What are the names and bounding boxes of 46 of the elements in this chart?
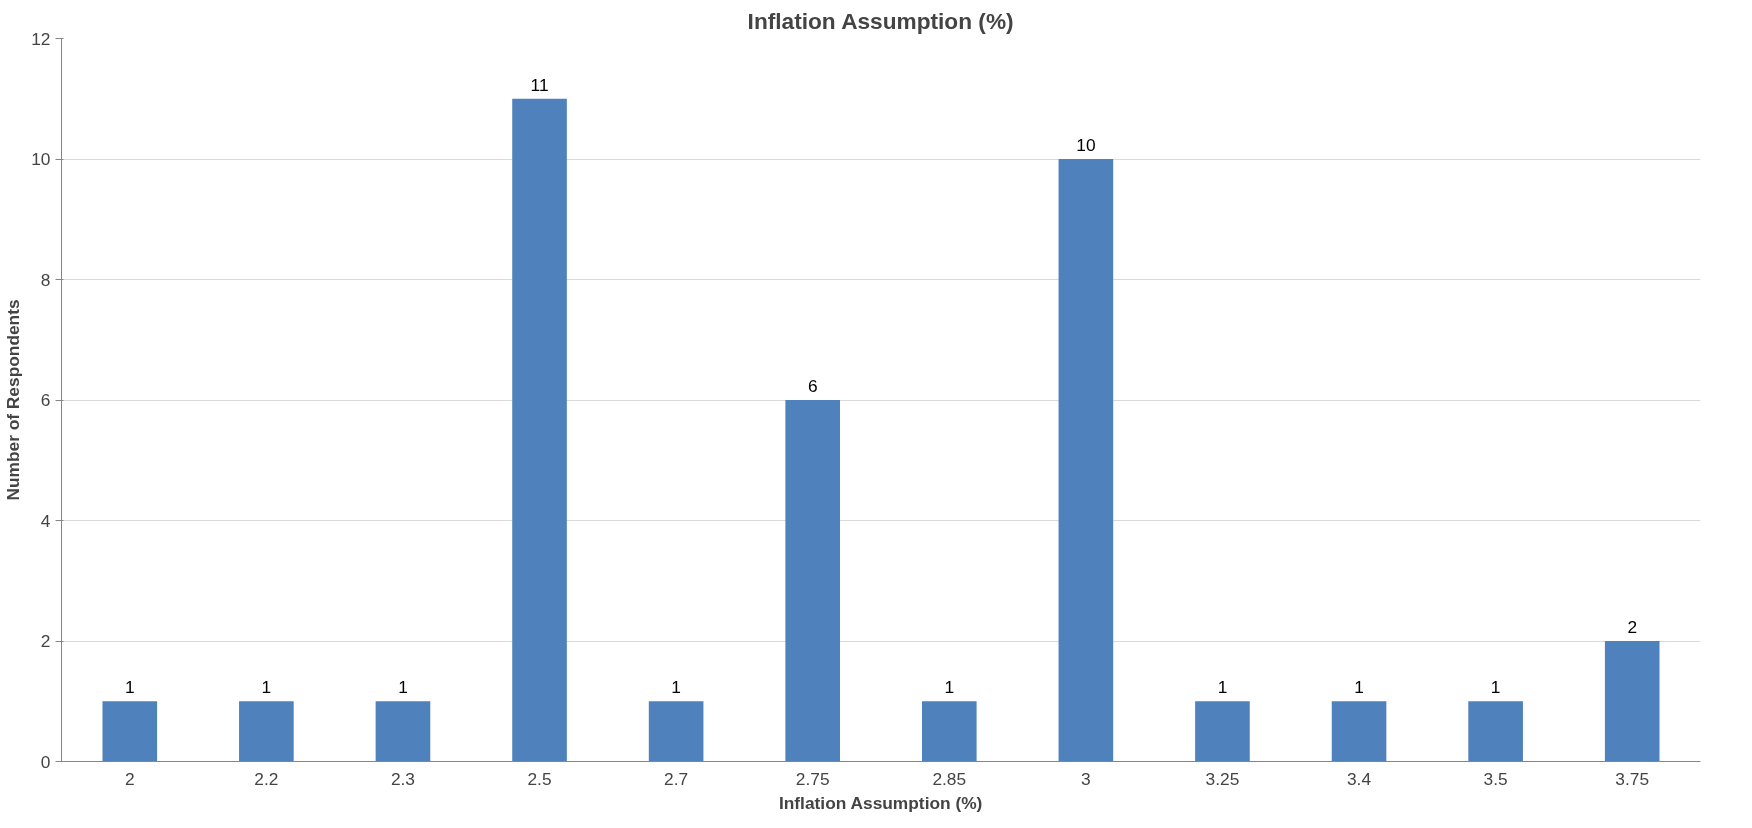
data-label: 1: [1354, 677, 1364, 698]
bar: [1195, 701, 1250, 762]
data-label: 1: [261, 677, 272, 698]
data-label: 1: [1490, 677, 1501, 698]
bar: [512, 98, 567, 762]
bar: [921, 701, 977, 762]
bar: [1468, 701, 1523, 762]
x-tick-label: 3.5: [1483, 768, 1508, 789]
bar: [239, 701, 294, 762]
data-label: 1: [398, 677, 408, 698]
bar: [785, 400, 841, 762]
data-label: 10: [1076, 135, 1096, 155]
x-tick-label: 2.85: [932, 768, 967, 789]
data-label: 2: [1627, 617, 1638, 637]
y-tick-label: 4: [40, 510, 51, 531]
bar: [1058, 159, 1114, 762]
y-tick-label: 0: [40, 751, 51, 772]
bar: [102, 701, 158, 762]
x-tick-label: 2.3: [390, 768, 416, 789]
y-tick-label: 12: [31, 28, 51, 49]
x-tick-label: 2: [124, 768, 135, 789]
x-tick-label: 2.5: [527, 768, 552, 789]
x-tick-label: 3.25: [1205, 768, 1240, 789]
data-label: 11: [530, 74, 549, 95]
data-label: 1: [671, 677, 681, 698]
x-tick-label: 3: [1081, 768, 1091, 789]
x-tick-label: 3.4: [1347, 768, 1372, 789]
bar: [648, 701, 704, 762]
y-tick-label: 6: [40, 390, 51, 410]
y-axis-title: Number of Respondents: [3, 299, 24, 501]
data-label: 6: [807, 376, 818, 396]
bar: [1604, 641, 1660, 762]
data-label: 1: [124, 677, 135, 698]
data-label: 1: [944, 677, 955, 698]
x-tick-label: 2.75: [795, 768, 830, 789]
y-tick-label: 2: [40, 631, 51, 651]
x-axis-title: Inflation Assumption (%): [778, 792, 983, 813]
y-tick-label: 8: [40, 269, 51, 290]
chart-title: Inflation Assumption (%): [747, 7, 1014, 34]
x-tick-label: 2.7: [664, 768, 689, 789]
bar: [1331, 701, 1387, 762]
y-tick-label: 10: [31, 149, 51, 169]
x-tick-label: 3.75: [1615, 768, 1650, 789]
data-label: 1: [1217, 677, 1228, 698]
bar: [375, 701, 431, 762]
x-tick-label: 2.2: [254, 768, 279, 789]
